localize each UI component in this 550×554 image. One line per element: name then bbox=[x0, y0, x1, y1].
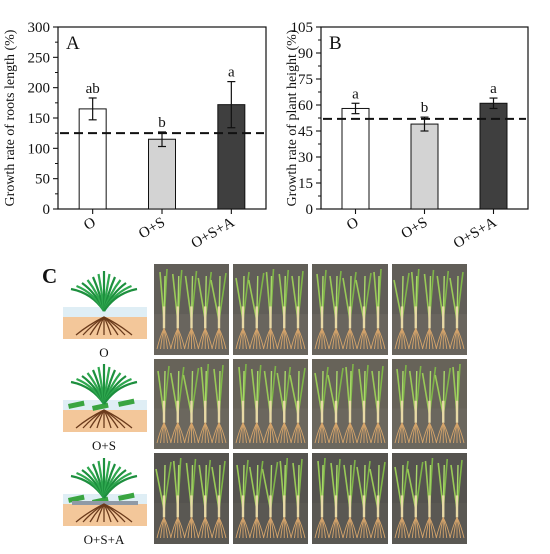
panel-a-ytick-label: 50 bbox=[35, 172, 50, 188]
panel-a-ytick-label: 250 bbox=[28, 50, 51, 66]
panel-b-significance-label: a bbox=[490, 81, 497, 97]
panel-a-xtick-label: O bbox=[81, 215, 99, 234]
seedling-photo bbox=[392, 359, 467, 449]
panel-b-bar-o bbox=[341, 107, 370, 210]
seedling-photo bbox=[392, 453, 467, 544]
panel-b-label: B bbox=[329, 33, 342, 54]
panel-a-xtick-label: O+S bbox=[136, 215, 168, 243]
plant-schematic-1 bbox=[63, 364, 147, 432]
panel-b-ytick-label: 15 bbox=[298, 176, 313, 192]
panel-b-ytick-label: 0 bbox=[306, 202, 314, 218]
panel-c-row-label: O+S bbox=[92, 438, 116, 453]
plant-schematic-0 bbox=[63, 271, 147, 339]
panel-a-label: A bbox=[66, 33, 80, 54]
panel-b-ytick-label: 75 bbox=[298, 72, 313, 88]
panel-b-ytick-label: 60 bbox=[298, 98, 313, 114]
panel-b-xtick-label: O+S bbox=[399, 215, 431, 243]
panel-c-row-label: O bbox=[99, 345, 108, 360]
panel-b-ytick-label: 105 bbox=[291, 20, 314, 36]
panel-b-significance-label: a bbox=[352, 86, 359, 102]
panel-a-ytick-label: 100 bbox=[28, 141, 51, 157]
panel-b-bar-o-plus-s-plus-a bbox=[479, 102, 508, 210]
panel-b-xtick-label: O bbox=[344, 215, 362, 234]
seedling-photo bbox=[312, 264, 388, 355]
panel-a-xtick-label: O+S+A bbox=[189, 215, 238, 252]
panel-b-xtick-label: O+S+A bbox=[451, 215, 500, 252]
plant-schematic-2 bbox=[63, 458, 147, 526]
panel-a-bar-o-plus-s bbox=[148, 138, 176, 210]
seedling-photo bbox=[392, 264, 467, 355]
panel-a-significance-label: b bbox=[158, 115, 166, 131]
panel-a-significance-label: ab bbox=[86, 81, 100, 97]
panel-b-ytick-label: 30 bbox=[298, 150, 313, 166]
panel-b-ylabel: Growth rate of plant height (%) bbox=[285, 29, 300, 206]
seedling-photo bbox=[312, 453, 388, 544]
seedling-photo bbox=[233, 359, 308, 449]
panel-a-ytick-label: 200 bbox=[28, 81, 51, 97]
seedling-photo bbox=[154, 264, 229, 355]
panel-a-significance-label: a bbox=[228, 65, 235, 81]
panel-c-row-label: O+S+A bbox=[84, 532, 125, 547]
seedling-photo bbox=[154, 453, 229, 544]
seedling-photo bbox=[233, 453, 308, 544]
panel-a-ytick-label: 0 bbox=[43, 202, 51, 218]
seedling-photo bbox=[154, 359, 229, 449]
panel-a-ylabel: Growth rate of roots length (%) bbox=[3, 29, 18, 206]
panel-b-ytick-label: 90 bbox=[298, 46, 313, 62]
panel-b-bar-o-plus-s bbox=[410, 123, 439, 210]
panel-a-ytick-label: 300 bbox=[28, 20, 51, 36]
panel-a-ytick-label: 150 bbox=[28, 111, 51, 127]
panel-c-label: C bbox=[42, 264, 57, 288]
panel-b-ytick-label: 45 bbox=[298, 124, 313, 140]
seedling-photo bbox=[312, 359, 388, 449]
panel-a-bar-o bbox=[78, 108, 107, 210]
seedling-photo bbox=[233, 264, 308, 355]
panel-b-significance-label: b bbox=[421, 100, 429, 116]
